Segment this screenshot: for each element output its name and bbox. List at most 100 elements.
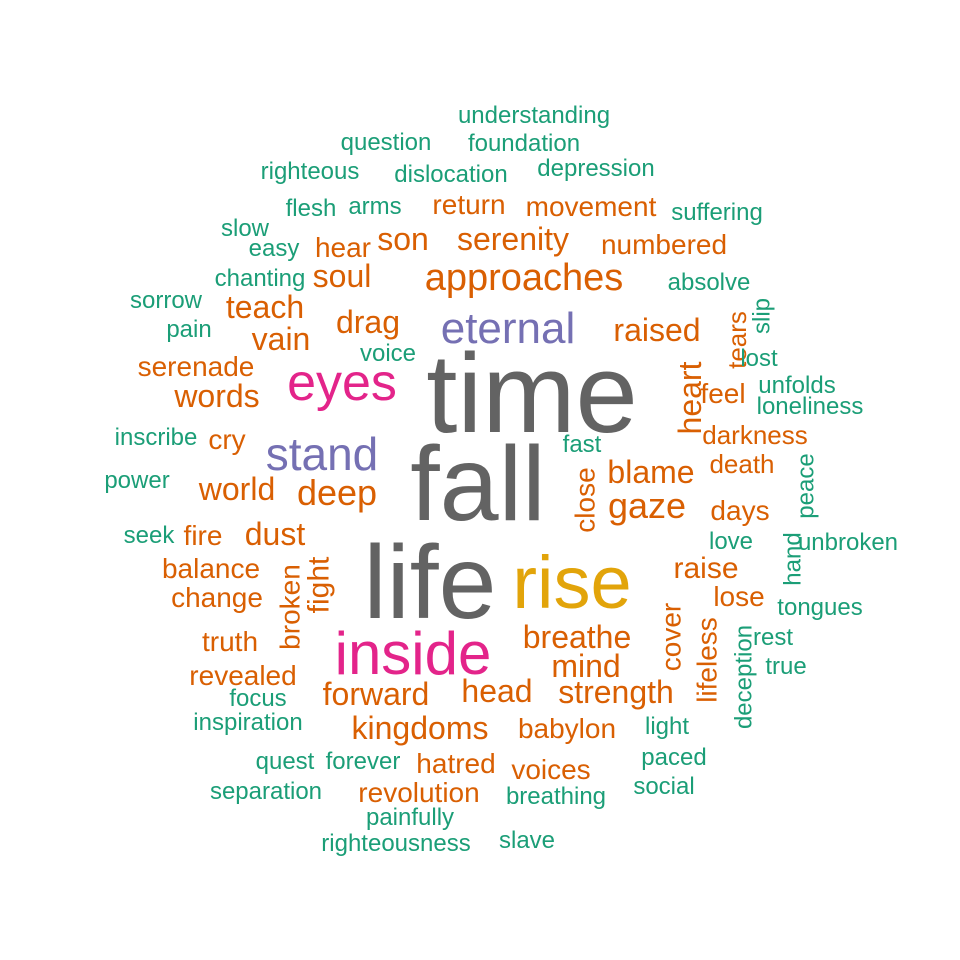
word-true: true [765, 653, 806, 680]
word-foundation: foundation [468, 130, 580, 157]
word-babylon: babylon [518, 713, 616, 744]
word-forever: forever [326, 748, 401, 775]
word-breathing: breathing [506, 783, 606, 810]
word-feel: feel [700, 378, 745, 409]
word-movement: movement [526, 191, 657, 222]
word-balance: balance [162, 553, 260, 584]
word-peace: peace [793, 453, 820, 518]
word-stand: stand [266, 428, 379, 480]
word-unfolds: unfolds [758, 372, 835, 399]
word-painfully: painfully [366, 804, 454, 831]
word-question: question [341, 129, 432, 156]
word-gaze: gaze [608, 485, 686, 526]
word-light: light [645, 713, 689, 740]
word-quest: quest [256, 748, 315, 775]
word-deep: deep [297, 472, 377, 513]
word-approaches: approaches [425, 257, 624, 299]
word-serenade: serenade [138, 351, 255, 382]
word-chanting: chanting [215, 265, 306, 292]
word-fire: fire [184, 520, 223, 551]
word-hand: hand [780, 532, 807, 585]
word-inscribe: inscribe [115, 424, 198, 451]
word-drag: drag [336, 304, 400, 340]
word-lifeless: lifeless [692, 617, 723, 703]
word-focus: focus [229, 685, 286, 712]
word-unbroken: unbroken [798, 529, 898, 556]
word-pain: pain [166, 316, 211, 343]
word-loneliness: loneliness [757, 393, 864, 420]
word-voice: voice [360, 340, 416, 367]
word-return: return [432, 189, 505, 220]
word-blame: blame [607, 454, 694, 490]
word-serenity: serenity [457, 221, 569, 257]
word-revealed: revealed [189, 660, 296, 691]
word-cry: cry [208, 424, 245, 455]
word-seek: seek [124, 522, 176, 549]
word-sorrow: sorrow [130, 287, 203, 314]
word-life: life [364, 525, 497, 641]
word-death: death [709, 449, 774, 479]
word-revolution: revolution [358, 777, 479, 808]
word-raised: raised [613, 312, 700, 348]
word-hatred: hatred [416, 748, 495, 779]
word-suffering: suffering [671, 199, 763, 226]
word-soul: soul [313, 258, 372, 294]
word-truth: truth [202, 626, 258, 657]
word-broken: broken [275, 564, 306, 650]
word-deception: deception [731, 625, 758, 729]
word-numbered: numbered [601, 229, 727, 260]
word-vain: vain [252, 321, 311, 357]
word-tears: tears [722, 311, 752, 369]
word-righteous: righteous [261, 158, 360, 185]
word-arms: arms [348, 193, 401, 220]
word-inside: inside [335, 620, 492, 687]
word-eternal: eternal [441, 304, 576, 353]
word-time: time [426, 331, 638, 456]
word-fall: fall [410, 425, 546, 543]
word-close: close [570, 467, 601, 532]
word-fight: fight [303, 556, 336, 613]
word-hear: hear [315, 232, 371, 263]
word-fast: fast [563, 431, 602, 458]
word-rise: rise [512, 541, 631, 624]
word-son: son [377, 221, 429, 257]
word-rest: rest [753, 624, 793, 651]
word-teach: teach [226, 289, 304, 325]
word-slip: slip [749, 298, 776, 334]
word-world: world [198, 471, 275, 507]
word-depression: depression [537, 155, 654, 182]
word-darkness: darkness [702, 420, 808, 450]
word-understanding: understanding [458, 102, 610, 129]
word-cover: cover [656, 603, 687, 671]
word-separation: separation [210, 778, 322, 805]
word-eyes: eyes [287, 354, 397, 412]
word-easy: easy [249, 235, 300, 262]
word-strength: strength [558, 674, 674, 710]
word-days: days [710, 495, 769, 526]
word-dislocation: dislocation [394, 161, 507, 188]
word-voices: voices [511, 754, 590, 785]
word-social: social [633, 773, 694, 800]
word-flesh: flesh [286, 195, 337, 222]
word-breathe: breathe [523, 619, 632, 655]
word-slave: slave [499, 827, 555, 854]
word-head: head [461, 673, 532, 709]
word-power: power [104, 467, 169, 494]
word-love: love [709, 528, 753, 555]
word-lose: lose [713, 581, 764, 612]
word-lost: lost [740, 345, 778, 372]
word-inspiration: inspiration [193, 709, 302, 736]
word-paced: paced [641, 744, 706, 771]
word-absolve: absolve [668, 269, 751, 296]
word-raise: raise [673, 552, 738, 585]
word-slow: slow [221, 215, 270, 242]
word-tongues: tongues [777, 594, 862, 621]
word-righteousness: righteousness [321, 830, 470, 857]
word-words: words [173, 378, 259, 414]
word-forward: forward [323, 676, 430, 712]
word-kingdoms: kingdoms [352, 710, 489, 746]
word-change: change [171, 582, 263, 613]
word-mind: mind [551, 648, 620, 684]
word-heart: heart [672, 361, 708, 434]
